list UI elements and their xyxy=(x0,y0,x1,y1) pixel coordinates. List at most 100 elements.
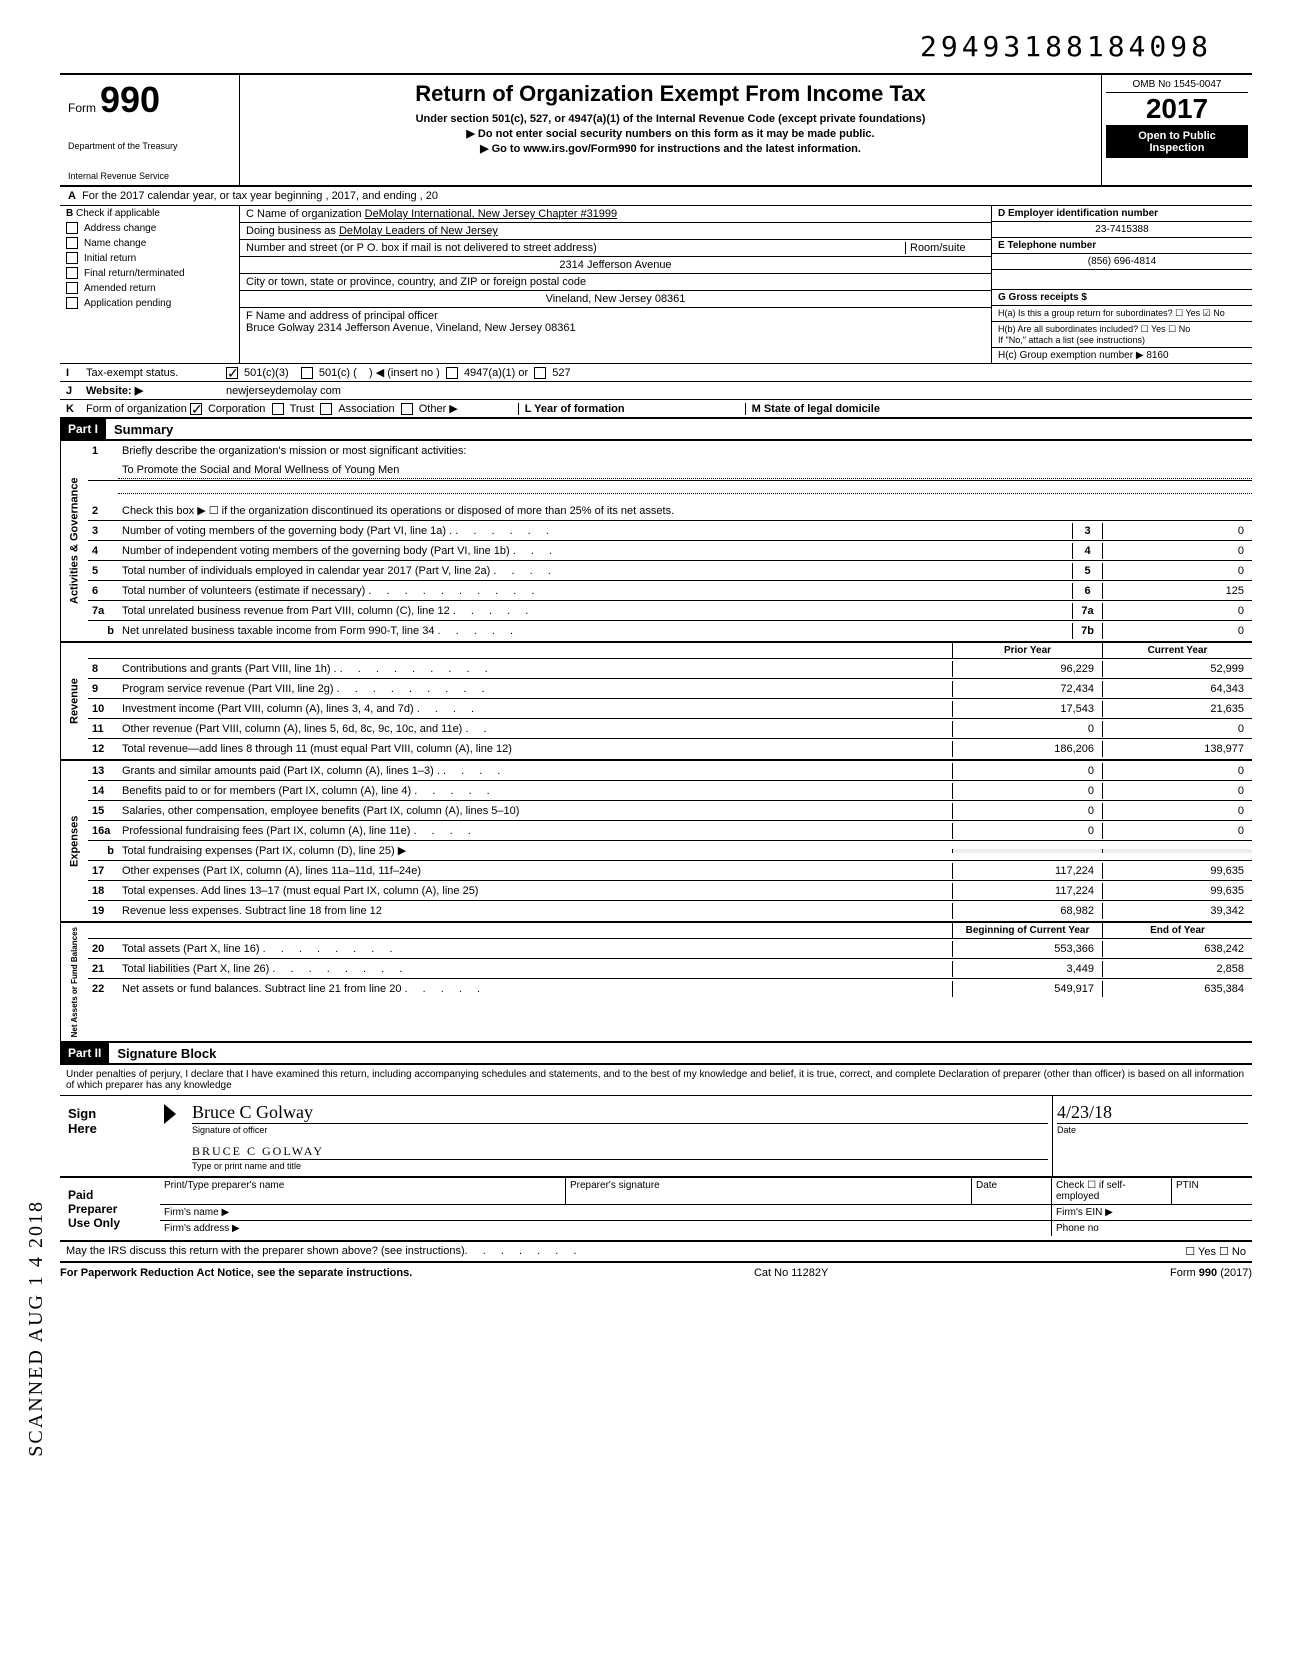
line13-prior: 0 xyxy=(952,763,1102,779)
527-checkbox[interactable] xyxy=(534,367,546,379)
line6-value: 125 xyxy=(1102,583,1252,599)
dba-label: Doing business as xyxy=(246,225,336,237)
room-label: Room/suite xyxy=(905,242,985,254)
form-number: 990 xyxy=(100,79,160,121)
footer-left: For Paperwork Reduction Act Notice, see … xyxy=(60,1267,412,1279)
g-label: G Gross receipts $ xyxy=(998,292,1087,303)
inspection: Inspection xyxy=(1110,142,1244,154)
address-change-checkbox[interactable] xyxy=(66,222,78,234)
c-label: C Name of organization xyxy=(246,208,362,220)
line4-value: 0 xyxy=(1102,543,1252,559)
subtitle-2: ▶ Do not enter social security numbers o… xyxy=(246,127,1095,140)
form-title: Return of Organization Exempt From Incom… xyxy=(246,81,1095,107)
line15-current: 0 xyxy=(1102,803,1252,819)
assoc-checkbox[interactable] xyxy=(320,403,332,415)
tax-year: 2017 xyxy=(1106,93,1248,126)
corp-checkbox[interactable] xyxy=(190,403,202,415)
line9-current: 64,343 xyxy=(1102,681,1252,697)
other-checkbox[interactable] xyxy=(401,403,413,415)
line19-current: 39,342 xyxy=(1102,903,1252,919)
line15-prior: 0 xyxy=(952,803,1102,819)
initial-return-label: Initial return xyxy=(84,253,136,264)
date-label: Date xyxy=(1057,1124,1248,1136)
amended-return-label: Amended return xyxy=(84,283,156,294)
trust-checkbox[interactable] xyxy=(272,403,284,415)
line8-prior: 96,229 xyxy=(952,661,1102,677)
ein-value: 23-7415388 xyxy=(992,222,1252,238)
section-b: B Check if applicable Address change Nam… xyxy=(60,206,1252,364)
irs-label: Internal Revenue Service xyxy=(68,171,231,181)
e-label: E Telephone number xyxy=(998,240,1096,251)
line10-prior: 17,543 xyxy=(952,701,1102,717)
line7a-value: 0 xyxy=(1102,603,1252,619)
expenses-label: Expenses xyxy=(60,761,88,921)
arrow-icon xyxy=(164,1104,176,1124)
end-year-header: End of Year xyxy=(1102,923,1252,938)
line12-prior: 186,206 xyxy=(952,741,1102,757)
city-value: Vineland, New Jersey 08361 xyxy=(240,291,991,308)
line18-current: 99,635 xyxy=(1102,883,1252,899)
activities-governance-label: Activities & Governance xyxy=(60,441,88,641)
footer-right: Form 990 (2017) xyxy=(1170,1267,1252,1279)
form-word: Form xyxy=(68,101,96,115)
line21-current: 2,858 xyxy=(1102,961,1252,977)
initial-return-checkbox[interactable] xyxy=(66,252,78,264)
city-label: City or town, state or province, country… xyxy=(240,274,991,291)
row-a: A For the 2017 calendar year, or tax yea… xyxy=(60,187,1252,206)
hb-label: H(b) Are all subordinates included? xyxy=(998,324,1138,334)
subtitle-1: Under section 501(c), 527, or 4947(a)(1)… xyxy=(246,113,1095,125)
dba-value: DeMolay Leaders of New Jersey xyxy=(339,225,498,237)
paid-preparer-section: Paid Preparer Use Only Print/Type prepar… xyxy=(60,1178,1252,1242)
perjury-text: Under penalties of perjury, I declare th… xyxy=(60,1065,1252,1096)
omb-number: OMB No 1545-0047 xyxy=(1106,79,1248,93)
amended-return-checkbox[interactable] xyxy=(66,282,78,294)
scanned-stamp: SCANNED AUG 1 4 2018 xyxy=(25,1200,48,1457)
line14-prior: 0 xyxy=(952,783,1102,799)
line12-current: 138,977 xyxy=(1102,741,1252,757)
officer-signature: Bruce C Golway xyxy=(192,1102,313,1123)
line14-current: 0 xyxy=(1102,783,1252,799)
line13-current: 0 xyxy=(1102,763,1252,779)
line17-prior: 117,224 xyxy=(952,863,1102,879)
line22-current: 635,384 xyxy=(1102,981,1252,997)
line19-prior: 68,982 xyxy=(952,903,1102,919)
app-pending-checkbox[interactable] xyxy=(66,297,78,309)
line11-current: 0 xyxy=(1102,721,1252,737)
line10-current: 21,635 xyxy=(1102,701,1252,717)
row-k: K Form of organization Corporation Trust… xyxy=(60,400,1252,419)
row-j: J Website: ▶ newjerseydemolay com xyxy=(60,382,1252,400)
501c-checkbox[interactable] xyxy=(301,367,313,379)
line8-current: 52,999 xyxy=(1102,661,1252,677)
dept-treasury: Department of the Treasury xyxy=(68,141,231,151)
open-public: Open to Public xyxy=(1110,130,1244,142)
signature-label: Signature of officer xyxy=(192,1124,1048,1136)
address-change-label: Address change xyxy=(84,223,156,234)
net-assets-label: Net Assets or Fund Balances xyxy=(60,923,88,1041)
sign-date: 4/23/18 xyxy=(1057,1102,1112,1123)
ha-label: H(a) Is this a group return for subordin… xyxy=(998,308,1173,318)
final-return-checkbox[interactable] xyxy=(66,267,78,279)
revenue-label: Revenue xyxy=(60,643,88,759)
line16a-prior: 0 xyxy=(952,823,1102,839)
form-header: Form 990 Department of the Treasury Inte… xyxy=(60,73,1252,187)
line20-prior: 553,366 xyxy=(952,941,1102,957)
hc-value: 8160 xyxy=(1146,350,1168,361)
part-i-header: Part I Summary xyxy=(60,419,1252,441)
line5-value: 0 xyxy=(1102,563,1252,579)
line17-current: 99,635 xyxy=(1102,863,1252,879)
line22-prior: 549,917 xyxy=(952,981,1102,997)
current-year-header: Current Year xyxy=(1102,643,1252,658)
4947-checkbox[interactable] xyxy=(446,367,458,379)
mission-text: To Promote the Social and Moral Wellness… xyxy=(118,462,1252,479)
f-value: Bruce Golway 2314 Jefferson Avenue, Vine… xyxy=(246,322,985,334)
footer: For Paperwork Reduction Act Notice, see … xyxy=(60,1263,1252,1283)
prior-year-header: Prior Year xyxy=(952,643,1102,658)
501c3-checkbox[interactable] xyxy=(226,367,238,379)
line16a-current: 0 xyxy=(1102,823,1252,839)
name-change-checkbox[interactable] xyxy=(66,237,78,249)
name-label: Type or print name and title xyxy=(192,1160,1048,1172)
irs-discuss-row: May the IRS discuss this return with the… xyxy=(60,1242,1252,1263)
line21-prior: 3,449 xyxy=(952,961,1102,977)
final-return-label: Final return/terminated xyxy=(84,268,185,279)
beginning-year-header: Beginning of Current Year xyxy=(952,923,1102,938)
